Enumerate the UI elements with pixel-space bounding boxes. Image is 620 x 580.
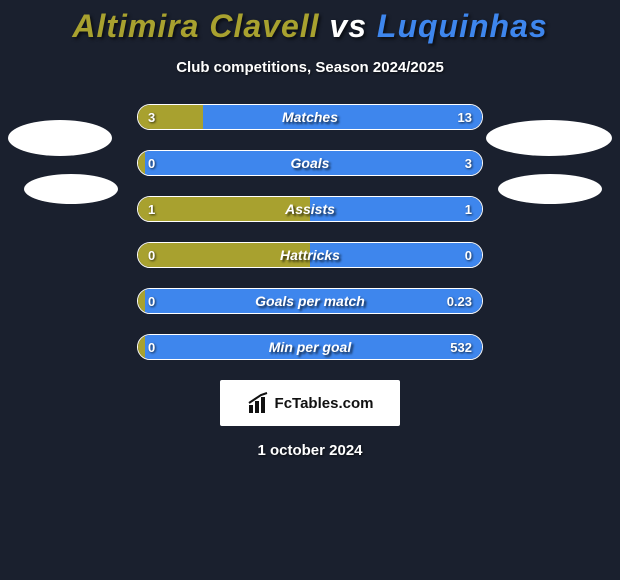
avatar-ellipse-1	[24, 174, 118, 204]
stat-bar-hattricks: Hattricks00	[137, 242, 483, 268]
bar-fill-left	[138, 151, 145, 175]
bar-fill-right	[310, 243, 482, 267]
body: Matches313 Goals03 Assists11 Hattricks00 Goa…	[0, 104, 620, 360]
stat-bar-gpm: Goals per match00.23	[137, 288, 483, 314]
bar-fill-right	[203, 105, 483, 129]
bar-fill-left	[138, 243, 310, 267]
subtitle: Club competitions, Season 2024/2025	[0, 59, 620, 76]
bar-fill-left	[138, 197, 310, 221]
title-player-b: Luquinhas	[377, 8, 548, 44]
brand-text: FcTables.com	[275, 395, 374, 412]
fctables-logo-icon	[247, 391, 271, 415]
avatar-ellipse-0	[8, 120, 112, 156]
stat-bar-matches: Matches313	[137, 104, 483, 130]
stat-bar-goals: Goals03	[137, 150, 483, 176]
bar-fill-left	[138, 289, 145, 313]
stat-bars: Matches313 Goals03 Assists11 Hattricks00 Goa…	[137, 104, 483, 360]
bar-fill-right	[145, 151, 482, 175]
date-line: 1 october 2024	[0, 442, 620, 459]
bar-fill-right	[310, 197, 482, 221]
page-title: Altimira Clavell vs Luquinhas	[0, 0, 620, 45]
bar-fill-right	[145, 335, 482, 359]
bar-fill-left	[138, 105, 203, 129]
title-vs: vs	[329, 8, 367, 44]
bar-fill-left	[138, 335, 145, 359]
stat-bar-mpg: Min per goal0532	[137, 334, 483, 360]
avatar-ellipse-3	[498, 174, 602, 204]
title-player-a: Altimira Clavell	[72, 8, 319, 44]
avatar-ellipse-2	[486, 120, 612, 156]
stat-bar-assists: Assists11	[137, 196, 483, 222]
bar-fill-right	[145, 289, 482, 313]
brand-badge: FcTables.com	[220, 380, 400, 426]
